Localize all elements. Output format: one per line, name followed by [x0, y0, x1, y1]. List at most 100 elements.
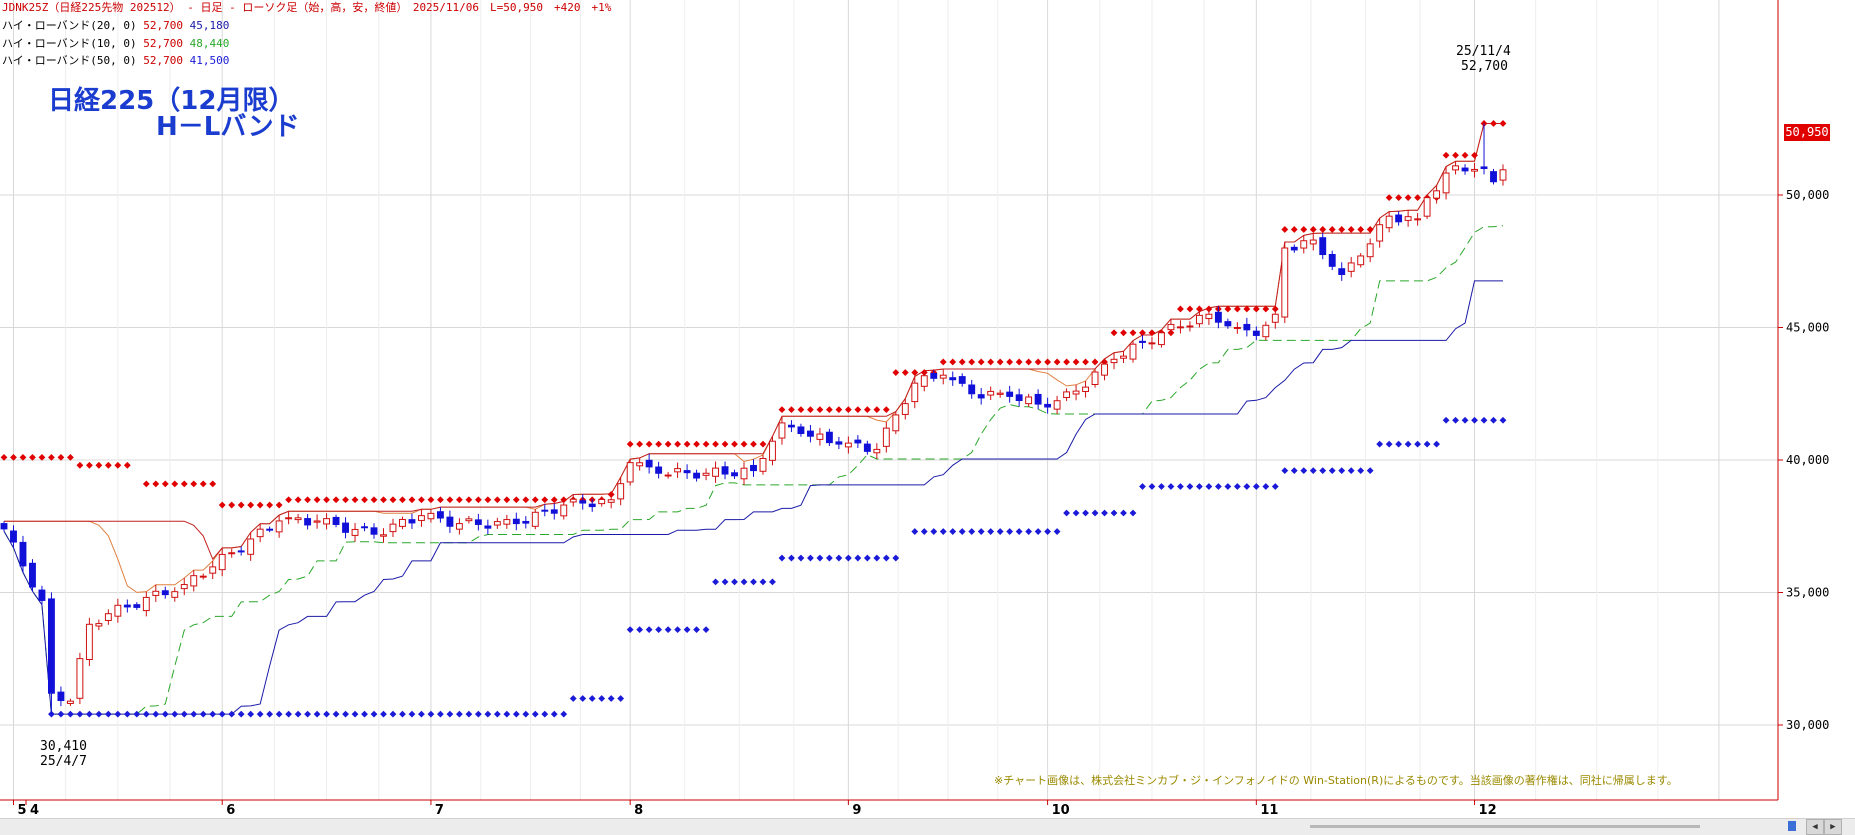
- candle-up: [664, 474, 672, 477]
- band50-low-dot: [1271, 483, 1279, 490]
- band50-high-dot: [626, 440, 634, 448]
- band50-high-dot: [484, 496, 492, 504]
- band50-high-dot: [361, 496, 368, 504]
- band50-low-dot: [1101, 509, 1108, 517]
- band50-high-dot: [531, 496, 539, 504]
- band50-low-dot: [304, 710, 311, 718]
- band50-high-dot: [332, 496, 340, 504]
- band50-high-dot: [123, 461, 131, 469]
- candle-down: [161, 590, 169, 596]
- band50-low-dot: [446, 710, 454, 718]
- x-tick-label: 12: [1479, 803, 1497, 818]
- candle-up: [1072, 390, 1080, 395]
- band50-high-dot: [1347, 226, 1355, 233]
- candle-down: [10, 530, 17, 543]
- candle-up: [1025, 396, 1033, 405]
- band50-high-dot: [522, 496, 530, 504]
- candle-down: [835, 441, 843, 445]
- band50-low-dot: [1139, 483, 1146, 490]
- scroll-left-button[interactable]: ◀: [1806, 819, 1824, 835]
- candle-down: [806, 430, 814, 437]
- band50-low-dot: [256, 710, 264, 718]
- candle-up: [892, 414, 900, 432]
- band50-high-dot: [1082, 358, 1089, 366]
- band50-low-dot: [1262, 483, 1270, 490]
- band50-low-dot: [740, 578, 748, 586]
- scroll-right-button[interactable]: ▶: [1824, 819, 1842, 835]
- candle-down: [19, 541, 27, 567]
- band50-high-dot: [256, 501, 264, 509]
- band50-high-dot: [702, 440, 710, 448]
- band50-high-dot: [987, 358, 995, 366]
- candle-down: [1139, 340, 1146, 343]
- band50-high-dot: [190, 480, 198, 488]
- band50-high-dot: [1072, 358, 1080, 366]
- band50-high-dot: [48, 453, 55, 461]
- candle-up: [380, 534, 387, 537]
- candle-down: [731, 472, 738, 477]
- candle-up: [455, 523, 463, 530]
- candle-up: [199, 575, 207, 578]
- candle-down: [1044, 403, 1052, 408]
- candle-up: [247, 538, 255, 555]
- band50-low-dot: [380, 710, 387, 718]
- candle-up: [114, 604, 122, 617]
- candle-up: [1167, 323, 1175, 331]
- band50-low-dot: [437, 710, 444, 718]
- band50-high-dot: [370, 496, 378, 504]
- candle-up: [996, 392, 1004, 395]
- candle-up: [76, 658, 84, 699]
- band50-low-dot: [76, 710, 84, 718]
- band50-high-dot: [645, 440, 653, 448]
- x-tick-label: 4: [30, 803, 39, 818]
- scrollbar-track[interactable]: [1310, 825, 1700, 828]
- band50-low-dot: [949, 528, 957, 535]
- band50-low-dot: [1281, 467, 1289, 474]
- candle-down: [47, 598, 55, 694]
- candle-down: [446, 516, 454, 527]
- band50-high-dot: [1461, 151, 1469, 159]
- candle-down: [342, 522, 349, 533]
- band50-low-dot: [1006, 528, 1014, 535]
- band50-low-dot: [474, 710, 482, 718]
- band50-low-dot: [285, 710, 293, 718]
- band50-low-dot: [408, 710, 416, 718]
- band50-high-dot: [949, 358, 957, 366]
- band50-low-dot: [1366, 467, 1374, 474]
- band50-low-dot: [1158, 483, 1165, 490]
- horizontal-scrollbar[interactable]: ◀ ▶: [0, 818, 1855, 835]
- band50-high-dot: [731, 440, 738, 448]
- band50-low-dot: [626, 626, 634, 633]
- candle-up: [294, 517, 302, 521]
- band50-low-dot: [550, 710, 558, 718]
- band50-low-dot: [1063, 509, 1070, 517]
- candle-down: [930, 373, 938, 379]
- band50-high-dot: [1110, 329, 1118, 337]
- band50-high-dot: [237, 501, 245, 509]
- candle-down: [1480, 166, 1488, 170]
- candle-down: [57, 691, 65, 702]
- band50-low-dot: [598, 695, 606, 702]
- candle-up: [901, 403, 909, 415]
- band50-high-dot: [788, 406, 795, 414]
- candle-up: [1300, 240, 1308, 249]
- band50-high-dot: [67, 453, 74, 461]
- band50-low-dot: [1129, 509, 1137, 517]
- candle-down: [588, 503, 596, 508]
- band50-low-dot: [1471, 416, 1478, 424]
- band50-low-dot: [1177, 483, 1184, 490]
- band50-high-dot: [285, 496, 293, 504]
- band50-low-dot: [674, 626, 681, 633]
- candle-up: [598, 498, 606, 505]
- band50-low-dot: [493, 710, 501, 718]
- band50-high-dot: [275, 501, 283, 509]
- band50-low-dot: [882, 554, 890, 562]
- band50-low-dot: [332, 710, 340, 718]
- band50-high-dot: [76, 461, 84, 469]
- candle-down: [436, 511, 444, 519]
- band50-high: 52,700: [143, 54, 183, 67]
- band50-low-dot: [1319, 467, 1327, 474]
- scrollbar-thumb[interactable]: [1788, 821, 1796, 831]
- band50-high-dot: [1034, 358, 1042, 366]
- band50-low-dot: [807, 554, 814, 562]
